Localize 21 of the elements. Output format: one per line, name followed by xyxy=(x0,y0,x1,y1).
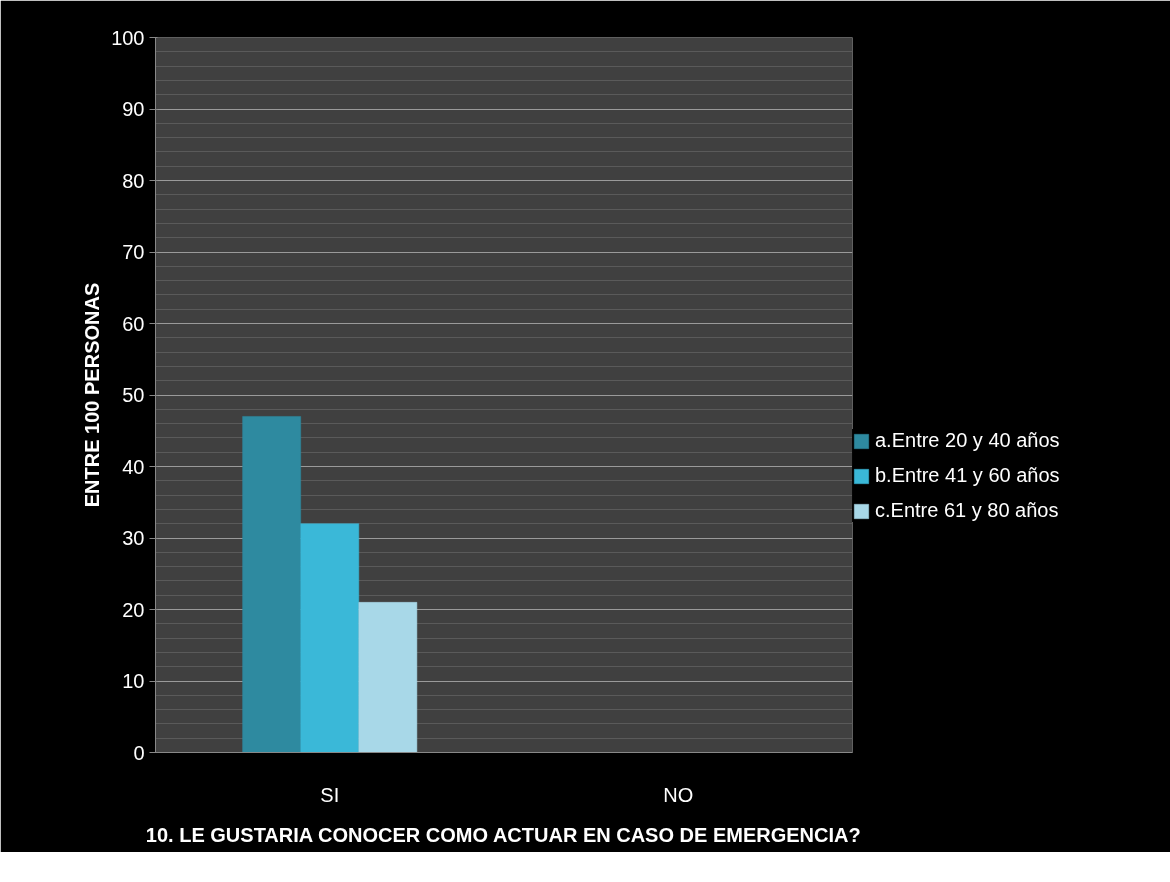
bar xyxy=(242,416,301,753)
y-tick-label: 40 xyxy=(122,455,145,478)
y-axis-title: ENTRE 100 PERSONAS xyxy=(81,282,104,508)
y-tick-label: 90 xyxy=(122,98,145,120)
y-tick-label: 10 xyxy=(122,670,145,692)
legend-label: c.Entre 61 y 80 años xyxy=(875,499,1059,522)
x-tick-label: NO xyxy=(663,783,694,806)
bar xyxy=(300,523,360,753)
y-tick-label: 0 xyxy=(133,741,145,764)
y-tick-label: 100 xyxy=(111,26,145,49)
y-tick-label: 60 xyxy=(122,312,145,335)
y-tick-label: 70 xyxy=(122,241,145,263)
legend-label: b.Entre 41 y 60 años xyxy=(875,464,1060,487)
x-axis-title: 10. LE GUSTARIA CONOCER COMO ACTUAR EN CASO DE EMERGENCIA? xyxy=(145,823,861,846)
y-tick-label: 80 xyxy=(122,169,145,192)
x-tick-label: SI xyxy=(320,783,340,806)
y-tick-label: 30 xyxy=(122,527,145,549)
legend-label: a.Entre 20 y 40 años xyxy=(875,429,1060,452)
bar xyxy=(358,602,418,753)
y-tick-label: 50 xyxy=(122,384,145,406)
y-tick-label: 20 xyxy=(122,598,145,621)
